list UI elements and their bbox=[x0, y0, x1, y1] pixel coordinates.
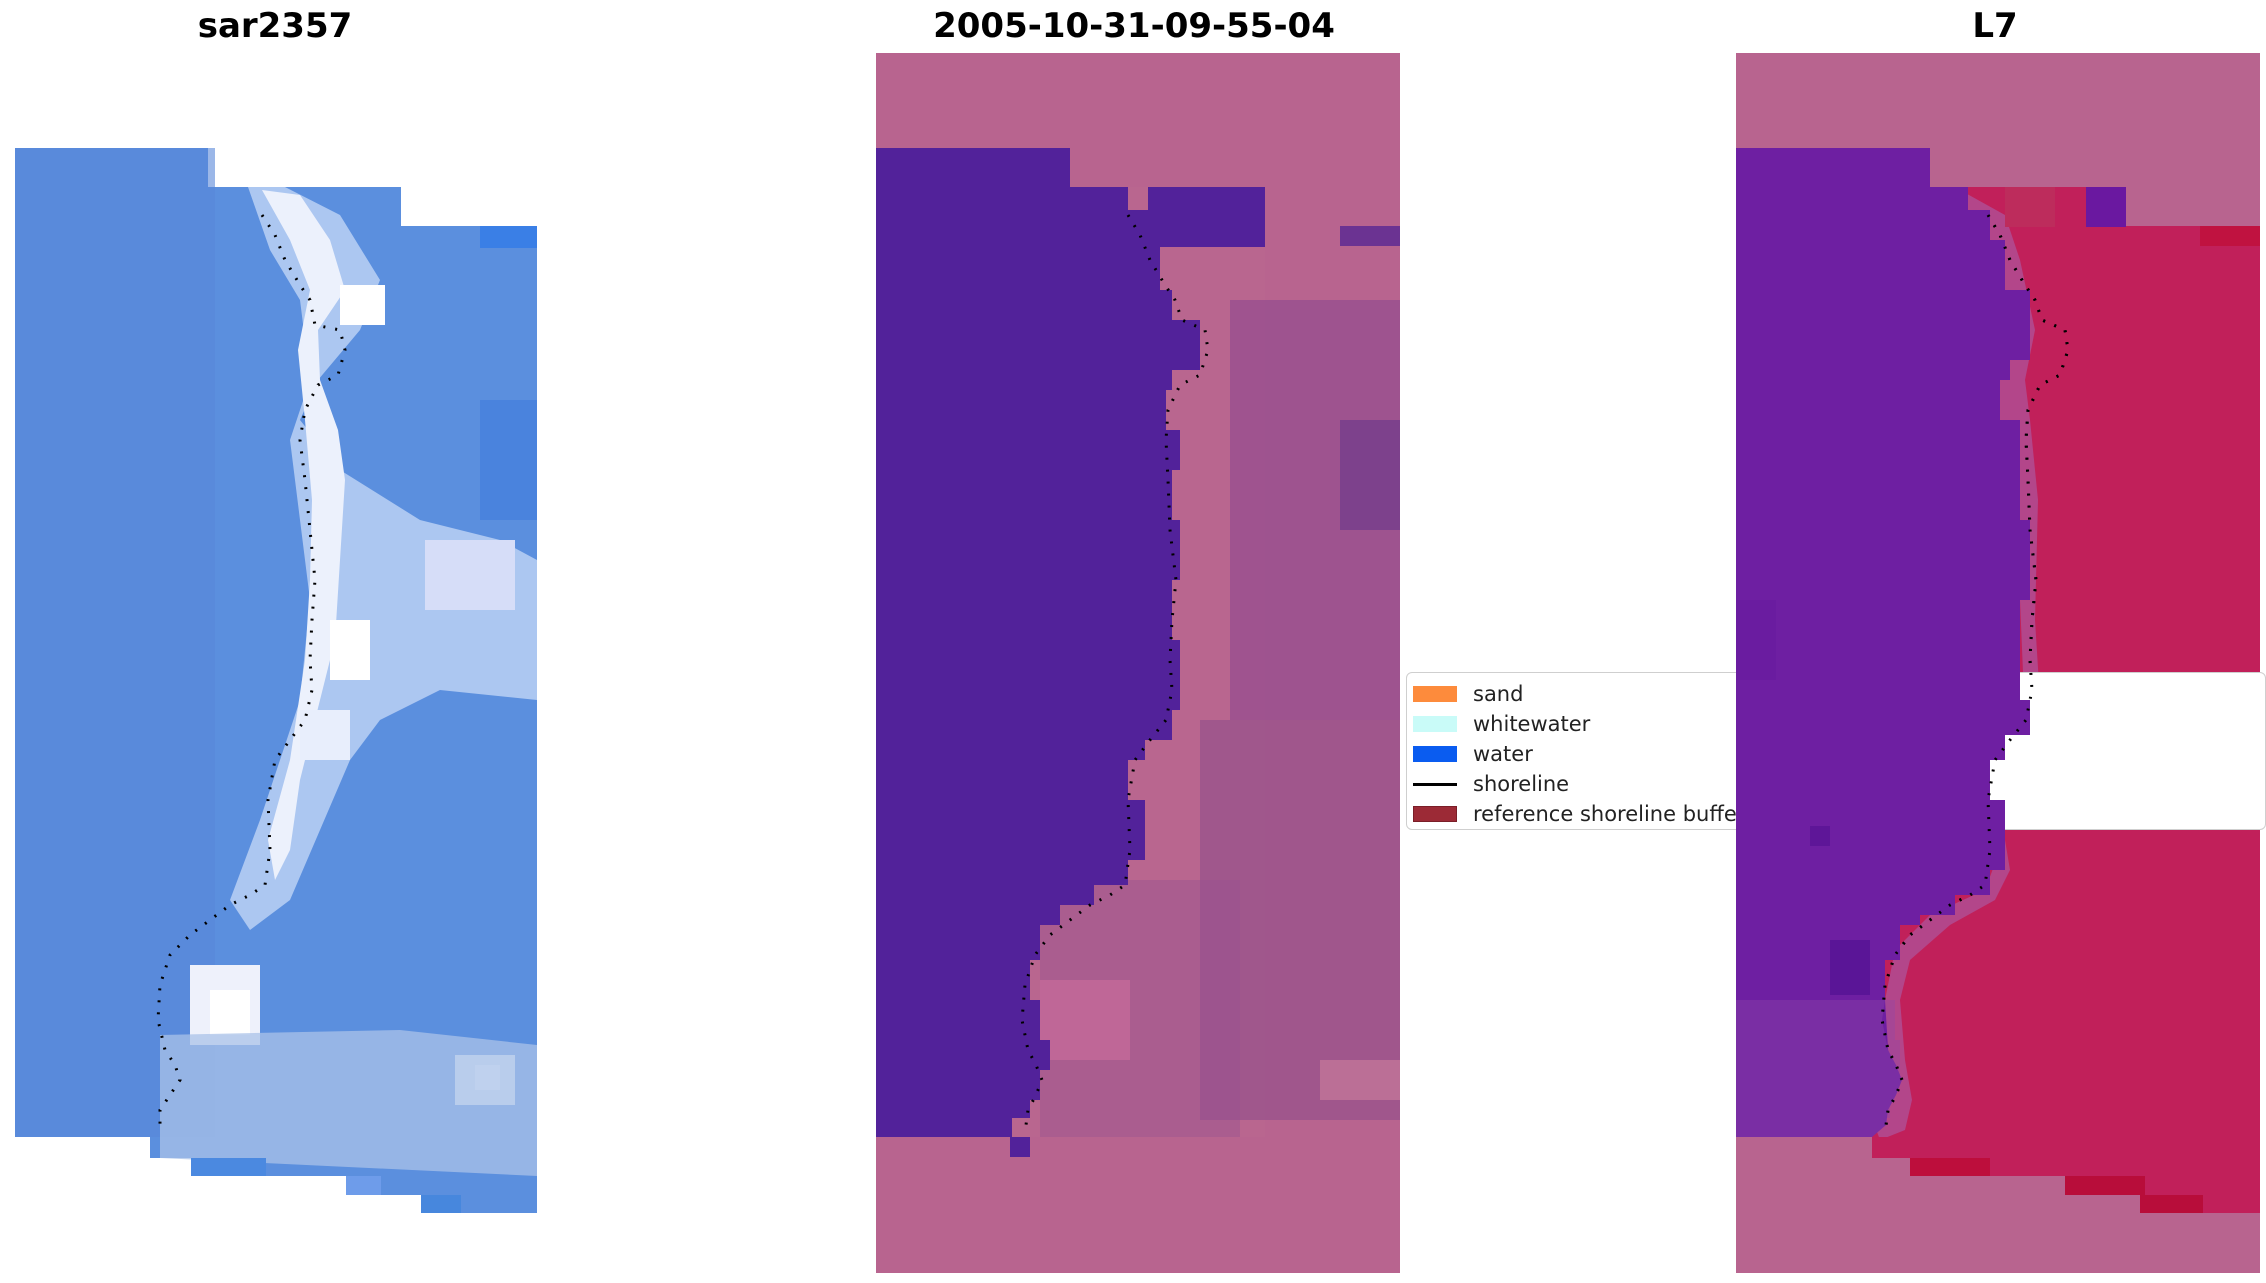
legend-label-water: water bbox=[1473, 742, 1533, 766]
legend-item-reference-buffer: reference shoreline buffer bbox=[1413, 799, 1745, 829]
legend-item-water: water bbox=[1413, 739, 1533, 769]
whitewater-swatch bbox=[1413, 716, 1457, 732]
reference-buffer-swatch bbox=[1413, 806, 1457, 822]
index-image bbox=[1736, 53, 2260, 1273]
legend-label-sand: sand bbox=[1473, 682, 1524, 706]
classified-image bbox=[876, 53, 1400, 1273]
panel-title-index: L7 bbox=[1972, 6, 2018, 46]
shoreline-swatch bbox=[1413, 782, 1457, 786]
legend-item-whitewater: whitewater bbox=[1413, 709, 1590, 739]
legend: sand whitewater water shoreline referenc… bbox=[1406, 672, 2266, 830]
legend-label-shoreline: shoreline bbox=[1473, 772, 1570, 796]
water-swatch bbox=[1413, 746, 1457, 762]
legend-item-sand: sand bbox=[1413, 679, 1523, 709]
legend-label-reference-buffer: reference shoreline buffer bbox=[1473, 802, 1746, 826]
panel-title-classified: 2005-10-31-09-55-04 bbox=[933, 6, 1335, 46]
legend-item-shoreline: shoreline bbox=[1413, 769, 1569, 799]
sand-swatch bbox=[1413, 686, 1457, 702]
rgb-image bbox=[15, 148, 537, 1213]
panel-title-rgb: sar2357 bbox=[197, 6, 353, 46]
legend-label-whitewater: whitewater bbox=[1473, 712, 1591, 736]
